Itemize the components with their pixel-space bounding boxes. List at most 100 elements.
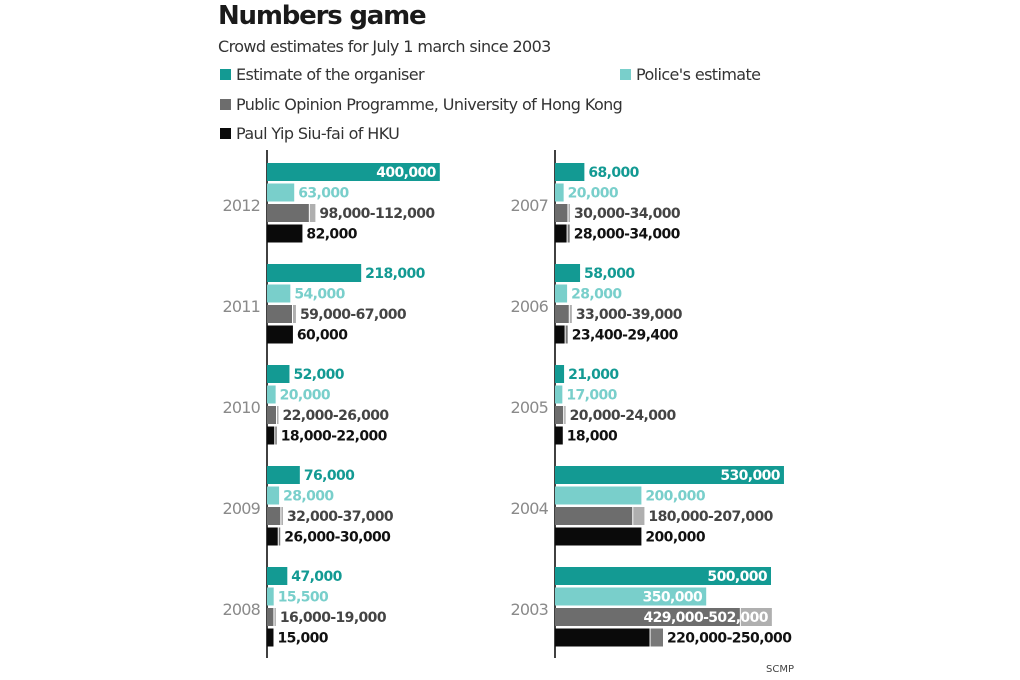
legend-swatch-yip: [220, 128, 231, 139]
legend-swatch-police: [620, 69, 631, 80]
bar-yip: [555, 426, 563, 445]
data-label-police: 200,000: [645, 489, 705, 505]
data-label-pop: 33,000-39,000: [576, 307, 683, 323]
bar-organiser: [555, 466, 784, 484]
data-label-police: 20,000: [280, 388, 331, 404]
data-label-pop: 30,000-34,000: [574, 206, 681, 222]
data-label-organiser: 21,000: [568, 367, 619, 383]
bar-organiser: [555, 365, 565, 383]
legend-item-pop: Public Opinion Programme, University of …: [220, 95, 623, 114]
data-label-organiser: 68,000: [588, 165, 639, 181]
bar-police: [267, 486, 280, 505]
bar-organiser: [267, 466, 300, 484]
bar-organiser: [555, 264, 581, 282]
data-label-organiser: 530,000: [720, 468, 780, 484]
bar-yip: [267, 426, 275, 445]
bar-organiser: [267, 567, 288, 585]
bar-police: [555, 284, 568, 303]
data-label-yip: 28,000-34,000: [574, 227, 681, 243]
data-label-yip: 18,000-22,000: [281, 429, 388, 445]
legend-label-pop: Public Opinion Programme, University of …: [236, 95, 623, 114]
year-label: 2011: [222, 297, 260, 316]
bar-yip: [267, 224, 303, 243]
data-label-pop: 180,000-207,000: [648, 509, 773, 525]
year-label: 2009: [222, 499, 260, 518]
bar-pop: [555, 406, 564, 424]
year-label: 2007: [510, 196, 548, 215]
legend-item-police: Police's estimate: [620, 65, 761, 84]
legend-item-yip: Paul Yip Siu-fai of HKU: [220, 124, 400, 143]
data-label-pop: 59,000-67,000: [300, 307, 407, 323]
data-label-yip: 15,000: [277, 631, 328, 647]
chart-title: Numbers game: [218, 1, 427, 31]
data-label-yip: 23,400-29,400: [572, 328, 679, 344]
data-label-police: 350,000: [643, 590, 703, 606]
bar-police: [555, 486, 642, 505]
bar-pop: [555, 507, 633, 525]
bar-police: [555, 587, 707, 606]
bar-yip: [267, 628, 274, 647]
data-label-yip: 220,000-250,000: [667, 631, 792, 647]
bar-organiser: [267, 163, 440, 181]
legend-label-yip: Paul Yip Siu-fai of HKU: [236, 124, 400, 143]
year-label: 2004: [510, 499, 548, 518]
data-label-organiser: 52,000: [293, 367, 344, 383]
data-label-pop: 20,000-24,000: [570, 408, 677, 424]
data-label-police: 20,000: [568, 186, 619, 202]
year-label: 2008: [222, 600, 260, 619]
bar-police: [555, 183, 564, 202]
data-label-yip: 26,000-30,000: [284, 530, 391, 546]
data-label-organiser: 218,000: [365, 266, 425, 282]
bar-yip: [267, 325, 293, 344]
source-credit: SCMP: [766, 664, 794, 675]
data-label-police: 63,000: [298, 186, 349, 202]
data-label-yip: 18,000: [567, 429, 618, 445]
bar-police: [267, 183, 295, 202]
chart-subtitle: Crowd estimates for July 1 march since 2…: [218, 37, 551, 56]
data-label-pop: 16,000-19,000: [280, 610, 387, 626]
data-label-organiser: 76,000: [304, 468, 355, 484]
data-label-organiser: 58,000: [584, 266, 635, 282]
data-label-pop: 32,000-37,000: [287, 509, 394, 525]
data-label-organiser: 47,000: [291, 569, 342, 585]
legend-item-organiser: Estimate of the organiser: [220, 65, 425, 84]
bar-pop: [267, 305, 293, 323]
data-label-pop: 98,000-112,000: [319, 206, 435, 222]
data-label-police: 28,000: [571, 287, 622, 303]
bar-pop: [555, 204, 568, 222]
year-label: 2005: [510, 398, 548, 417]
legend-swatch-pop: [220, 99, 231, 110]
bar-pop: [555, 305, 570, 323]
data-label-yip: 60,000: [297, 328, 348, 344]
year-label: 2010: [222, 398, 260, 417]
bar-organiser: [267, 365, 290, 383]
data-label-police: 54,000: [294, 287, 345, 303]
bar-police: [267, 385, 276, 404]
year-label: 2003: [510, 600, 548, 619]
bar-police: [267, 284, 291, 303]
legend-label-police: Police's estimate: [636, 65, 761, 84]
bar-yip: [555, 527, 642, 546]
legend-swatch-organiser: [220, 69, 231, 80]
data-label-yip: 200,000: [645, 530, 705, 546]
legend-label-organiser: Estimate of the organiser: [236, 65, 425, 84]
bar-pop: [267, 507, 281, 525]
bar-organiser: [555, 163, 585, 181]
bar-yip: [555, 224, 568, 243]
data-label-organiser: 400,000: [376, 165, 436, 181]
bar-yip: [555, 628, 651, 647]
bar-pop: [267, 204, 310, 222]
data-label-police: 28,000: [283, 489, 334, 505]
data-label-yip: 82,000: [306, 227, 357, 243]
bar-police: [267, 587, 274, 606]
bar-pop: [555, 608, 741, 626]
bar-yip: [555, 325, 566, 344]
bar-organiser: [555, 567, 771, 585]
bar-yip: [267, 527, 279, 546]
bar-police: [555, 385, 563, 404]
data-label-police: 17,000: [566, 388, 617, 404]
bar-pop: [267, 406, 277, 424]
year-label: 2012: [222, 196, 260, 215]
bar-organiser: [267, 264, 362, 282]
